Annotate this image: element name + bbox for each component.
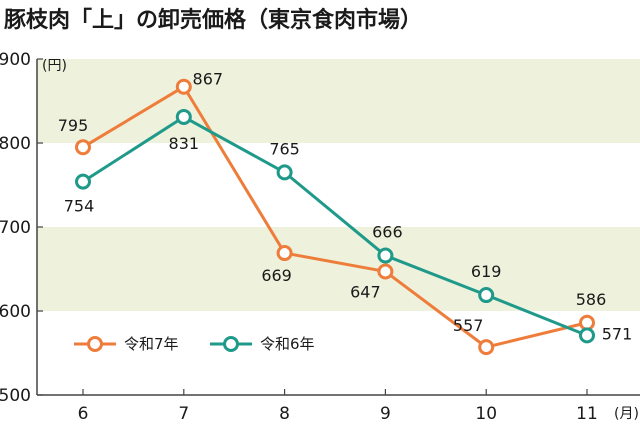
legend-item: 令和7年 [74,335,179,353]
y-tick-label: 500 [0,386,31,406]
y-tick-label: 900 [0,50,31,70]
data-point [377,247,394,264]
data-point [175,78,192,95]
data-label: 557 [453,316,484,335]
y-tick-label: 600 [0,302,31,322]
x-tick-label: 8 [279,404,290,424]
data-point [75,173,91,190]
data-label: 867 [193,70,224,89]
x-tick-label: 6 [78,404,89,424]
data-label: 619 [471,262,502,281]
data-label: 647 [350,283,381,302]
x-tick-label: 7 [178,404,189,424]
legend-label: 令和6年 [260,335,315,353]
data-point [276,245,293,262]
series-reiwa7 [75,78,595,356]
data-label: 586 [576,290,607,309]
x-tick-label: 11 [576,404,598,424]
y-unit-label: (円) [42,58,67,74]
y-tick-label: 800 [0,134,31,154]
data-label: 571 [602,324,633,343]
data-point [175,108,192,125]
data-labels: 795 867 669 647 557 586 754 831 765 666 619 571 [58,70,633,344]
x-tick-label: 10 [475,404,497,424]
data-point [579,314,595,331]
y-tick-label: 700 [0,218,31,238]
x-unit-label: (月) [614,406,639,422]
series-line [82,85,588,349]
legend: 令和7年 令和6年 [74,335,315,353]
axes: 500 600 700 800 900 (円) 6 7 8 9 10 11 (月) [0,50,640,424]
legend-label: 令和7年 [124,335,179,353]
data-label: 831 [169,134,200,153]
data-label: 754 [64,197,95,216]
x-tick-label: 9 [380,404,391,424]
data-point [377,263,394,280]
series-line [82,115,588,337]
legend-swatch-marker [223,336,239,352]
grid-band [37,227,640,311]
series-layer [75,78,595,356]
data-label: 669 [261,266,292,285]
series-reiwa6 [75,108,595,344]
data-point [478,287,495,304]
data-point [75,139,91,156]
data-label: 795 [58,116,89,135]
data-point [579,327,595,344]
grid-band [37,311,640,395]
grid-band [37,59,640,143]
data-point [478,339,495,356]
data-point [276,164,293,181]
data-label: 765 [269,139,300,158]
legend-item: 令和6年 [210,335,315,353]
data-label: 666 [372,223,403,242]
chart-title: 豚枝肉「上」の卸売価格（東京食肉市場） [4,8,423,33]
legend-swatch-marker [87,336,103,352]
background-bands [37,59,640,395]
grid-band [37,143,640,227]
